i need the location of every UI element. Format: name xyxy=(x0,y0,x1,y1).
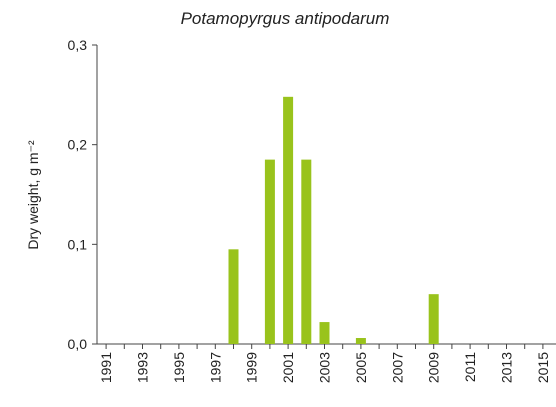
x-tick-label: 2009 xyxy=(426,352,442,383)
x-tick-label: 1995 xyxy=(171,352,187,383)
y-tick-label: 0,0 xyxy=(68,336,88,352)
x-tick-label: 2013 xyxy=(499,352,515,383)
x-tick-label: 2003 xyxy=(317,352,333,383)
bar xyxy=(228,249,239,344)
x-tick-label: 2007 xyxy=(389,352,405,383)
bar xyxy=(301,159,312,344)
x-tick-label: 1999 xyxy=(244,352,260,383)
x-tick-label: 2011 xyxy=(462,352,478,382)
chart-title: Potamopyrgus antipodarum xyxy=(181,9,390,28)
bar xyxy=(264,159,275,344)
x-tick-label: 2005 xyxy=(353,352,369,383)
y-tick-label: 0,2 xyxy=(68,137,88,153)
y-tick-label: 0,1 xyxy=(68,236,88,252)
bar xyxy=(355,338,366,344)
bar xyxy=(283,96,294,345)
x-tick-label: 2001 xyxy=(280,352,296,383)
x-tick-label: 1991 xyxy=(98,352,114,383)
y-axis-label: Dry weight, g m⁻² xyxy=(25,140,41,250)
y-tick-label: 0,3 xyxy=(68,37,88,53)
x-tick-label: 1997 xyxy=(207,352,223,383)
bar xyxy=(428,294,439,344)
bar xyxy=(319,322,330,344)
x-tick-label: 2015 xyxy=(535,352,551,383)
x-tick-label: 1993 xyxy=(135,352,151,383)
